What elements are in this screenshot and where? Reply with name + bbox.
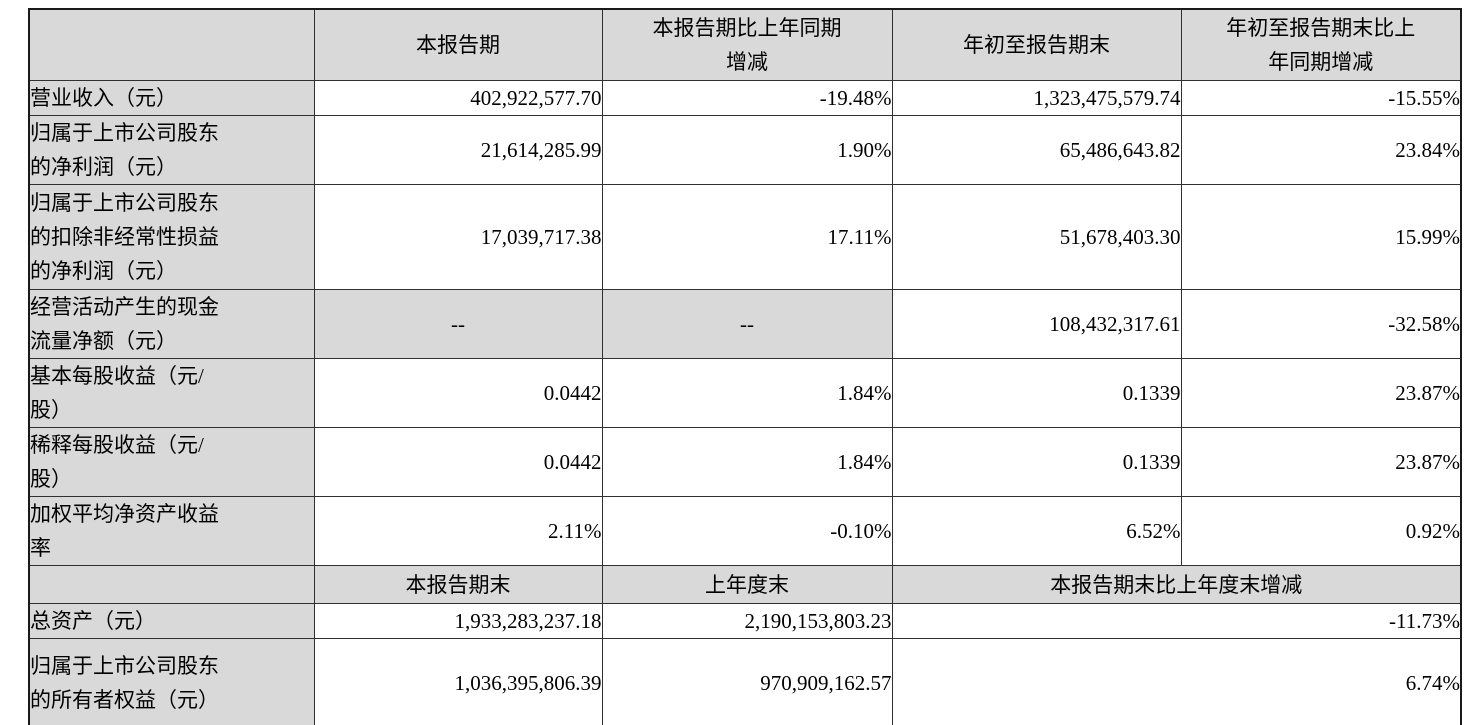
row-label: 经营活动产生的现金 流量净额（元） <box>28 289 315 359</box>
cell-ytd: 6.52% <box>891 496 1182 566</box>
cell-current-yoy: -0.10% <box>601 496 893 566</box>
col-header-ytd-yoy-change: 年初至报告期末比上 年同期增减 <box>1180 8 1462 81</box>
row-operating-revenue: 营业收入（元） 402,922,577.70 -19.48% 1,323,475… <box>28 80 1462 116</box>
row-total-assets: 总资产（元） 1,933,283,237.18 2,190,153,803.23… <box>28 603 1462 639</box>
row-weighted-avg-roe: 加权平均净资产收益 率 2.11% -0.10% 6.52% 0.92% <box>28 496 1462 566</box>
cell-current-yoy: -19.48% <box>601 80 893 116</box>
col-header-change-vs-last-year-end: 本报告期末比上年度末增减 <box>891 565 1462 604</box>
cell-current-period: -- <box>313 289 603 359</box>
cell-ytd: 51,678,403.30 <box>891 184 1182 290</box>
cell-ytd: 65,486,643.82 <box>891 115 1182 185</box>
cell-current-period: 21,614,285.99 <box>313 115 603 185</box>
row-label: 归属于上市公司股东 的净利润（元） <box>28 115 315 185</box>
financial-summary-table: 本报告期 本报告期比上年同期 增减 年初至报告期末 年初至报告期末比上 年同期增… <box>28 8 1462 725</box>
cell-ytd-yoy: 23.84% <box>1180 115 1462 185</box>
row-label: 归属于上市公司股东 的扣除非经常性损益 的净利润（元） <box>28 184 315 290</box>
cell-ytd-yoy: 23.87% <box>1180 427 1462 497</box>
col-header-current-reporting-period: 本报告期 <box>313 8 603 81</box>
cell-end-of-last-year: 970,909,162.57 <box>601 638 893 725</box>
cell-ytd-yoy: 15.99% <box>1180 184 1462 290</box>
row-label: 总资产（元） <box>28 603 315 639</box>
period-header-row: 本报告期 本报告期比上年同期 增减 年初至报告期末 年初至报告期末比上 年同期增… <box>28 8 1462 81</box>
row-label: 归属于上市公司股东 的所有者权益（元） <box>28 638 315 725</box>
cell-ytd-yoy: 23.87% <box>1180 358 1462 428</box>
col-header-current-period-yoy-change: 本报告期比上年同期 增减 <box>601 8 893 81</box>
cell-ytd: 108,432,317.61 <box>891 289 1182 359</box>
cell-ytd: 0.1339 <box>891 427 1182 497</box>
cell-ytd: 1,323,475,579.74 <box>891 80 1182 116</box>
cell-current-period: 402,922,577.70 <box>313 80 603 116</box>
cell-current-yoy: -- <box>601 289 893 359</box>
row-operating-cash-flow: 经营活动产生的现金 流量净额（元） -- -- 108,432,317.61 -… <box>28 289 1462 359</box>
cell-change-vs-last-year-end: -11.73% <box>891 603 1462 639</box>
cell-ytd-yoy: -15.55% <box>1180 80 1462 116</box>
cell-ytd: 0.1339 <box>891 358 1182 428</box>
cell-end-of-last-year: 2,190,153,803.23 <box>601 603 893 639</box>
row-basic-eps: 基本每股收益（元/ 股） 0.0442 1.84% 0.1339 23.87% <box>28 358 1462 428</box>
cell-current-yoy: 17.11% <box>601 184 893 290</box>
cell-current-yoy: 1.84% <box>601 358 893 428</box>
row-label: 营业收入（元） <box>28 80 315 116</box>
row-net-profit-excl-nonrecurring: 归属于上市公司股东 的扣除非经常性损益 的净利润（元） 17,039,717.3… <box>28 184 1462 290</box>
row-diluted-eps: 稀释每股收益（元/ 股） 0.0442 1.84% 0.1339 23.87% <box>28 427 1462 497</box>
cell-current-yoy: 1.90% <box>601 115 893 185</box>
cell-change-vs-last-year-end: 6.74% <box>891 638 1462 725</box>
cell-current-period: 2.11% <box>313 496 603 566</box>
row-net-profit-attributable: 归属于上市公司股东 的净利润（元） 21,614,285.99 1.90% 65… <box>28 115 1462 185</box>
col-header-end-of-reporting-period: 本报告期末 <box>313 565 603 604</box>
cell-current-period: 17,039,717.38 <box>313 184 603 290</box>
col-header-year-to-date: 年初至报告期末 <box>891 8 1182 81</box>
corner-blank-cell <box>28 8 315 81</box>
corner-blank-cell <box>28 565 315 604</box>
cell-ytd-yoy: -32.58% <box>1180 289 1462 359</box>
cell-end-of-period: 1,036,395,806.39 <box>313 638 603 725</box>
cell-current-yoy: 1.84% <box>601 427 893 497</box>
row-label: 基本每股收益（元/ 股） <box>28 358 315 428</box>
row-equity-attributable: 归属于上市公司股东 的所有者权益（元） 1,036,395,806.39 970… <box>28 638 1462 725</box>
row-label: 稀释每股收益（元/ 股） <box>28 427 315 497</box>
row-label: 加权平均净资产收益 率 <box>28 496 315 566</box>
col-header-end-of-last-year: 上年度末 <box>601 565 893 604</box>
cell-end-of-period: 1,933,283,237.18 <box>313 603 603 639</box>
cell-current-period: 0.0442 <box>313 427 603 497</box>
cell-ytd-yoy: 0.92% <box>1180 496 1462 566</box>
period-end-header-row: 本报告期末 上年度末 本报告期末比上年度末增减 <box>28 565 1462 604</box>
cell-current-period: 0.0442 <box>313 358 603 428</box>
